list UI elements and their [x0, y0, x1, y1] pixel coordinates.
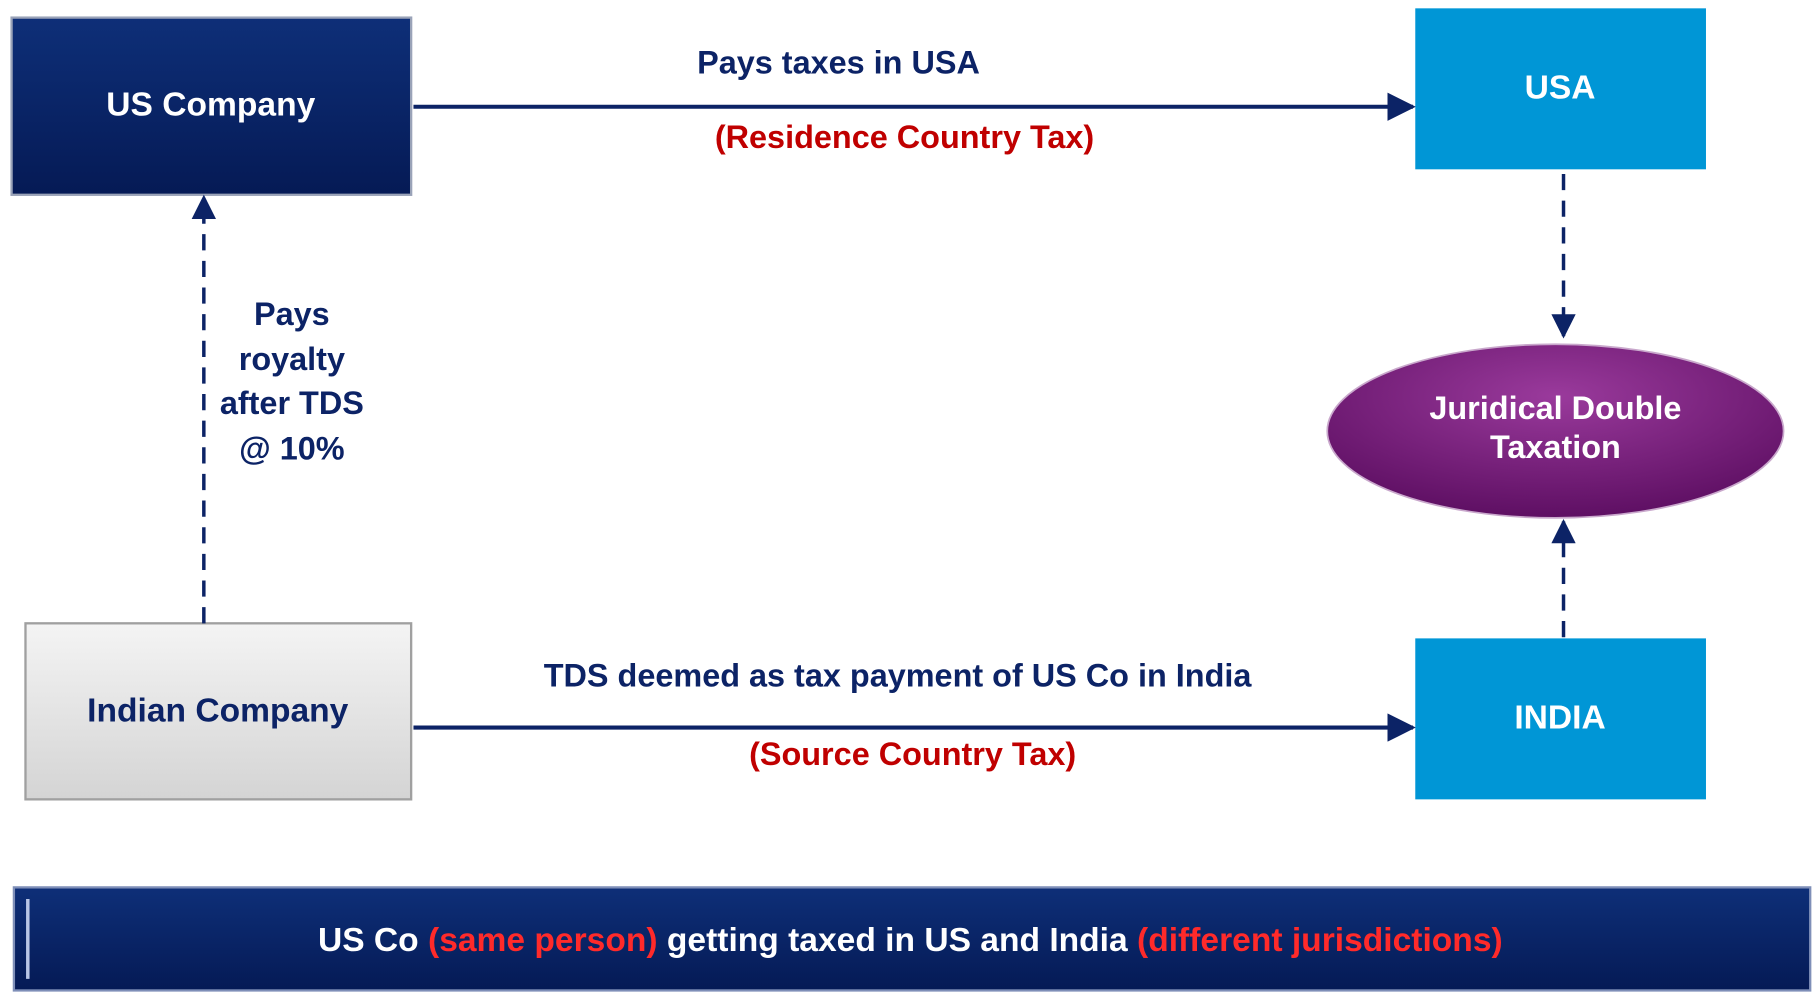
edge-label: after TDS [220, 385, 364, 421]
edge-sublabel: (Source Country Tax) [749, 736, 1076, 772]
footer-text: US Co (same person) getting taxed in US … [318, 922, 1503, 959]
footer-part: US Co [318, 922, 428, 959]
edge-label: royalty [239, 341, 345, 377]
node-label: Indian Company [87, 692, 349, 729]
node-label: Taxation [1490, 429, 1621, 465]
india-box [1415, 638, 1706, 800]
footer-bar [12, 886, 1812, 992]
footer-highlight: (same person) [428, 922, 658, 959]
footer-part: getting taxed in US and India [658, 922, 1137, 959]
us-company-box [10, 16, 413, 196]
usa-box [1415, 8, 1706, 170]
node-label: US Company [106, 87, 315, 124]
node-label: INDIA [1514, 699, 1605, 736]
footer-highlight: (different jurisdictions) [1137, 922, 1503, 959]
edge-label: TDS deemed as tax payment of US Co in In… [544, 657, 1253, 693]
node-label: USA [1525, 69, 1596, 106]
edge-label: Pays [254, 296, 330, 332]
node-label: Juridical Double [1429, 390, 1681, 426]
edge-label: @ 10% [239, 430, 344, 466]
indian-company-box [24, 622, 413, 801]
juridical-ellipse [1326, 343, 1785, 519]
edge-sublabel: (Residence Country Tax) [715, 119, 1094, 155]
edge-label: Pays taxes in USA [697, 45, 980, 81]
